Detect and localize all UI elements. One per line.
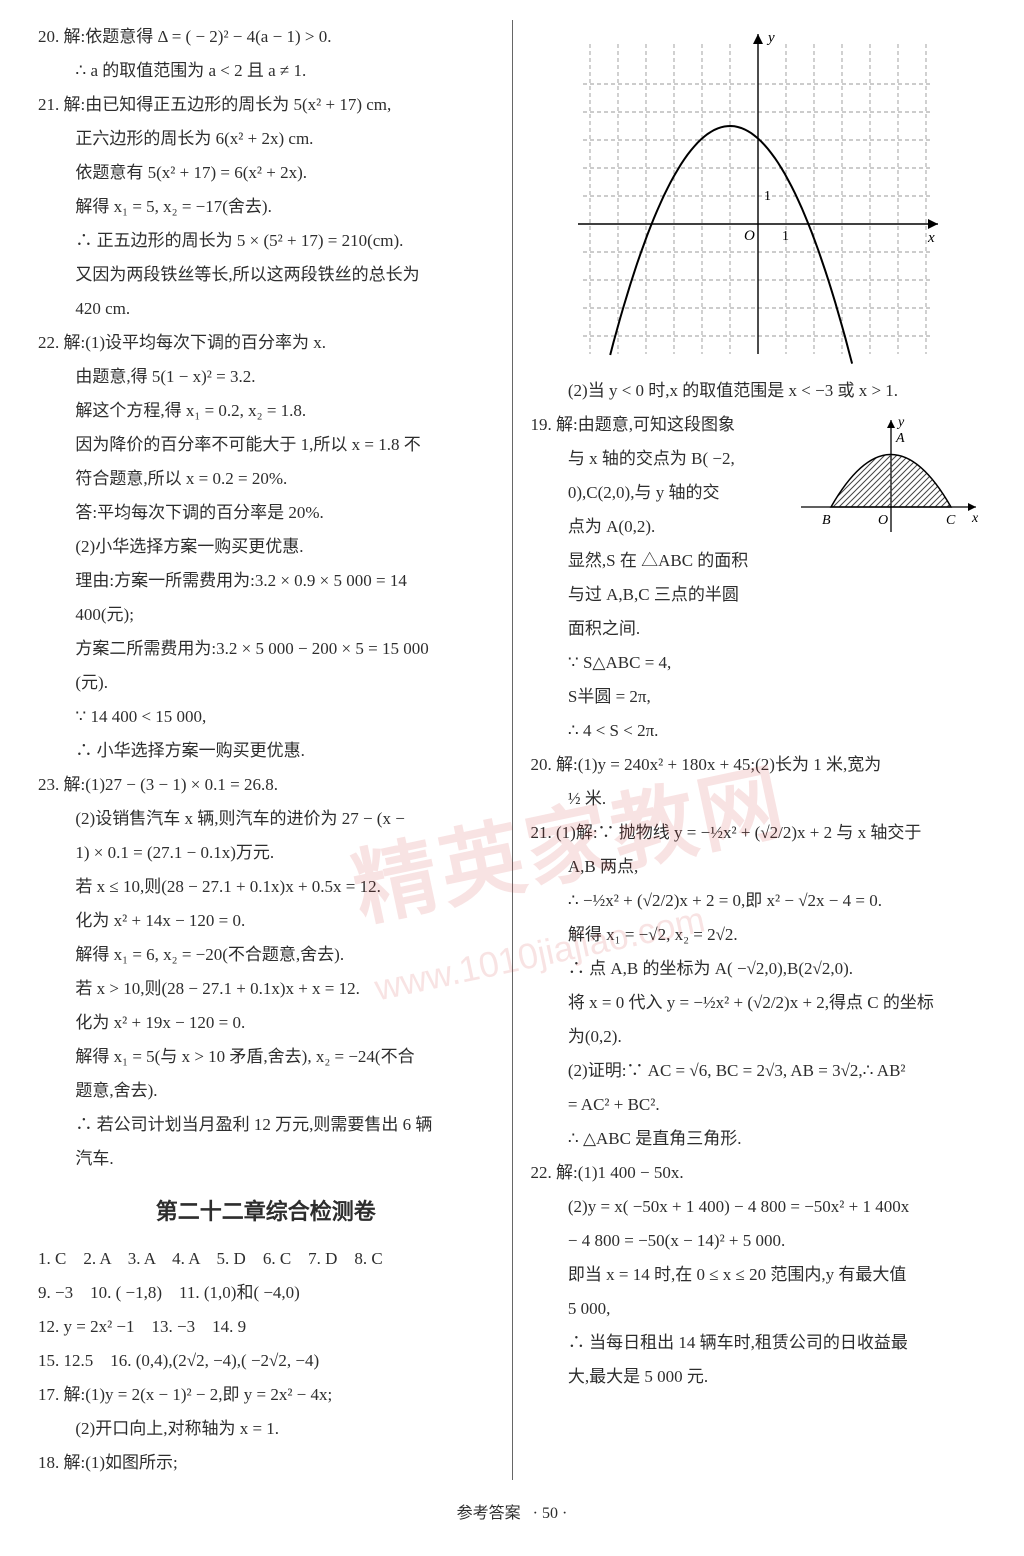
q21r-l1: 21. (1)解:∵ 抛物线 y = −½x² + (√2/2)x + 2 与 … <box>531 816 987 850</box>
x-axis-label: x <box>927 230 935 246</box>
q21-l1: 21. 解:由已知得正五边形的周长为 5(x² + 17) cm, <box>38 88 494 122</box>
q22-l11: (元). <box>38 666 494 700</box>
q21r-l2: A,B 两点, <box>531 850 987 884</box>
q23-l1: 23. 解:(1)27 − (3 − 1) × 0.1 = 26.8. <box>38 768 494 802</box>
q19-l7: 面积之间. <box>531 612 987 646</box>
q22-l9: 400(元); <box>38 598 494 632</box>
q20-l2: ∴ a 的取值范围为 a < 2 且 a ≠ 1. <box>38 54 494 88</box>
svg-text:B: B <box>822 513 831 528</box>
right-column: 精英家教网 www.1010jiajiao.com O x y 1 1 (2)当… <box>513 20 997 1480</box>
y-tick-1: 1 <box>764 189 771 204</box>
q22r-l5: 5 000, <box>531 1292 987 1326</box>
ans-3: 12. y = 2x² −1 13. −3 14. 9 <box>38 1310 494 1344</box>
chapter-heading: 第二十二章综合检测卷 <box>38 1190 494 1234</box>
q22-l10: 方案二所需费用为:3.2 × 5 000 − 200 × 5 = 15 000 <box>38 632 494 666</box>
ans-1: 1. C 2. A 3. A 4. A 5. D 6. C 7. D 8. C <box>38 1242 494 1276</box>
q23-l11: ∴ 若公司计划当月盈利 12 万元,则需要售出 6 辆 <box>38 1108 494 1142</box>
q22-l13: ∴ 小华选择方案一购买更优惠. <box>38 734 494 768</box>
page-footer: 参考答案 · 50 · <box>28 1498 996 1530</box>
svg-text:O: O <box>878 513 888 528</box>
q19-l6: 与过 A,B,C 三点的半圆 <box>531 578 987 612</box>
q19-l8: ∵ S△ABC = 4, <box>531 646 987 680</box>
q23-l10: 题意,舍去). <box>38 1074 494 1108</box>
q23-l6: 解得 x₁ = 6, x₂ = −20(不合题意,舍去). <box>38 938 494 972</box>
q21r-l3: ∴ −½x² + (√2/2)x + 2 = 0,即 x² − √2x − 4 … <box>531 884 987 918</box>
ans-6: (2)开口向上,对称轴为 x = 1. <box>38 1412 494 1446</box>
footer-page: · 50 · <box>533 1505 568 1522</box>
semicircle-graph: A B C O x y <box>796 412 986 542</box>
q21-l2: 正六边形的周长为 6(x² + 2x) cm. <box>38 122 494 156</box>
q22-l3: 解这个方程,得 x₁ = 0.2, x₂ = 1.8. <box>38 394 494 428</box>
q22-l8: 理由:方案一所需费用为:3.2 × 0.9 × 5 000 = 14 <box>38 564 494 598</box>
semicircle-graph-wrap: A B C O x y <box>796 412 986 554</box>
q23-l9: 解得 x₁ = 5(与 x > 10 矛盾,舍去), x₂ = −24(不合 <box>38 1040 494 1074</box>
q23-l7: 若 x > 10,则(28 − 27.1 + 0.1x)x + x = 12. <box>38 972 494 1006</box>
q22r-l6: ∴ 当每日租出 14 辆车时,租赁公司的日收益最 <box>531 1326 987 1360</box>
ans-4: 15. 12.5 16. (0,4),(2√2, −4),( −2√2, −4) <box>38 1344 494 1378</box>
q22-l1: 22. 解:(1)设平均每次下调的百分率为 x. <box>38 326 494 360</box>
q18-2: (2)当 y < 0 时,x 的取值范围是 x < −3 或 x > 1. <box>531 374 987 408</box>
q19-l9: S半圆 = 2π, <box>531 680 987 714</box>
q20r-l2: ½ 米. <box>531 782 987 816</box>
svg-text:A: A <box>895 431 905 446</box>
q19-l10: ∴ 4 < S < 2π. <box>531 714 987 748</box>
footer-label: 参考答案 <box>457 1505 521 1522</box>
q22r-l4: 即当 x = 14 时,在 0 ≤ x ≤ 20 范围内,y 有最大值 <box>531 1258 987 1292</box>
q22r-l3: − 4 800 = −50(x − 14)² + 5 000. <box>531 1224 987 1258</box>
y-axis-label: y <box>766 30 775 46</box>
origin-label: O <box>744 228 755 244</box>
q22-l7: (2)小华选择方案一购买更优惠. <box>38 530 494 564</box>
parabola-graph: O x y 1 1 <box>568 24 948 364</box>
q21r-l5: ∴ 点 A,B 的坐标为 A( −√2,0),B(2√2,0). <box>531 952 987 986</box>
ans-5: 17. 解:(1)y = 2(x − 1)² − 2,即 y = 2x² − 4… <box>38 1378 494 1412</box>
q23-l3: 1) × 0.1 = (27.1 − 0.1x)万元. <box>38 836 494 870</box>
left-column: 20. 解:依题意得 Δ = ( − 2)² − 4(a − 1) > 0. ∴… <box>28 20 513 1480</box>
q23-l2: (2)设销售汽车 x 辆,则汽车的进价为 27 − (x − <box>38 802 494 836</box>
q21-l3: 依题意有 5(x² + 17) = 6(x² + 2x). <box>38 156 494 190</box>
q22-l2: 由题意,得 5(1 − x)² = 3.2. <box>38 360 494 394</box>
q22-l6: 答:平均每次下调的百分率是 20%. <box>38 496 494 530</box>
svg-text:x: x <box>971 511 979 526</box>
q23-l8: 化为 x² + 19x − 120 = 0. <box>38 1006 494 1040</box>
svg-text:y: y <box>896 415 905 430</box>
q21-l4: 解得 x₁ = 5, x₂ = −17(舍去). <box>38 190 494 224</box>
q22-l5: 符合题意,所以 x = 0.2 = 20%. <box>38 462 494 496</box>
q23-l4: 若 x ≤ 10,则(28 − 27.1 + 0.1x)x + 0.5x = 1… <box>38 870 494 904</box>
q21-l7: 420 cm. <box>38 292 494 326</box>
q20r-l1: 20. 解:(1)y = 240x² + 180x + 45;(2)长为 1 米… <box>531 748 987 782</box>
q22-l4: 因为降价的百分率不可能大于 1,所以 x = 1.8 不 <box>38 428 494 462</box>
q21-l5: ∴ 正五边形的周长为 5 × (5² + 17) = 210(cm). <box>38 224 494 258</box>
q20-l1: 20. 解:依题意得 Δ = ( − 2)² − 4(a − 1) > 0. <box>38 20 494 54</box>
ans-2: 9. −3 10. ( −1,8) 11. (1,0)和( −4,0) <box>38 1276 494 1310</box>
q21r-l9: = AC² + BC². <box>531 1088 987 1122</box>
q21r-l4: 解得 x₁ = −√2, x₂ = 2√2. <box>531 918 987 952</box>
q21r-l6: 将 x = 0 代入 y = −½x² + (√2/2)x + 2,得点 C 的… <box>531 986 987 1020</box>
q22r-l7: 大,最大是 5 000 元. <box>531 1360 987 1394</box>
q22-l12: ∵ 14 400 < 15 000, <box>38 700 494 734</box>
q23-l5: 化为 x² + 14x − 120 = 0. <box>38 904 494 938</box>
svg-text:C: C <box>946 513 956 528</box>
ans-7: 18. 解:(1)如图所示; <box>38 1446 494 1480</box>
q21r-l10: ∴ △ABC 是直角三角形. <box>531 1122 987 1156</box>
q22r-l1: 22. 解:(1)1 400 − 50x. <box>531 1156 987 1190</box>
x-tick-1: 1 <box>782 229 789 244</box>
q21r-l8: (2)证明:∵ AC = √6, BC = 2√3, AB = 3√2,∴ AB… <box>531 1054 987 1088</box>
q21-l6: 又因为两段铁丝等长,所以这两段铁丝的总长为 <box>38 258 494 292</box>
page-columns: 20. 解:依题意得 Δ = ( − 2)² − 4(a − 1) > 0. ∴… <box>28 20 996 1480</box>
q21r-l7: 为(0,2). <box>531 1020 987 1054</box>
q22r-l2: (2)y = x( −50x + 1 400) − 4 800 = −50x² … <box>531 1190 987 1224</box>
q23-l12: 汽车. <box>38 1142 494 1176</box>
